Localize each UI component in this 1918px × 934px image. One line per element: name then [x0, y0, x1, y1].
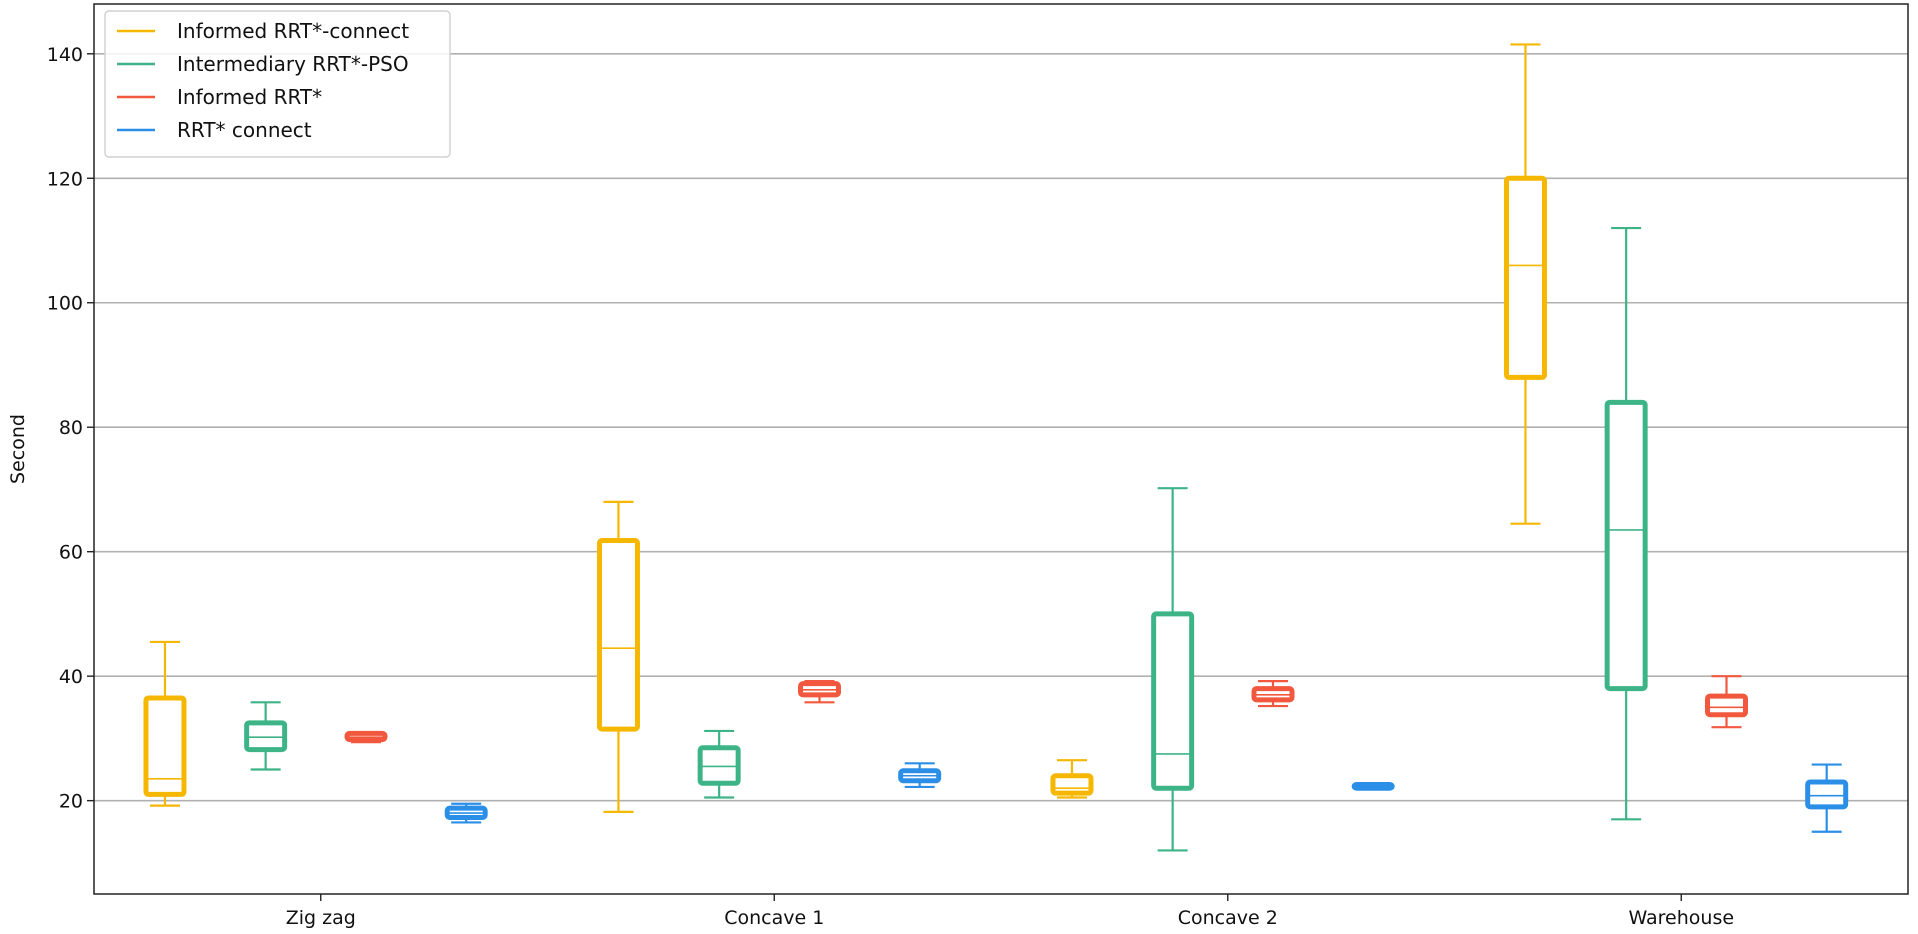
- x-tick-label: Warehouse: [1628, 907, 1734, 929]
- x-tick-label: Concave 1: [724, 907, 824, 929]
- box-group: [898, 762, 942, 789]
- box-iqr: [596, 537, 640, 732]
- legend-label: Informed RRT*-connect: [177, 19, 409, 43]
- box-iqr: [244, 720, 288, 753]
- legend-label: Informed RRT*: [177, 85, 322, 109]
- legend-box: [104, 10, 451, 158]
- box-group: [1503, 43, 1547, 525]
- box-group: [1351, 781, 1395, 791]
- y-tick-label: 140: [47, 44, 83, 66]
- box-group: [1604, 226, 1648, 821]
- y-tick-label: 80: [59, 417, 83, 439]
- x-tick-label: Zig zag: [286, 907, 356, 929]
- box-group: [143, 640, 187, 807]
- plot-area-frame: [93, 3, 1909, 895]
- box-group: [1705, 675, 1749, 729]
- box-group: [344, 730, 388, 744]
- box-group: [697, 729, 741, 799]
- y-tick-label: 60: [59, 542, 83, 564]
- y-tick-label: 100: [47, 293, 83, 315]
- box-iqr: [1805, 779, 1849, 810]
- box-group: [596, 500, 640, 813]
- box-iqr: [1503, 175, 1547, 380]
- box-group: [1151, 487, 1195, 852]
- axes: 20 40 60 80 100 120 140 Zig zag Concave 1 Concave…: [47, 44, 1734, 929]
- box-group: [798, 680, 842, 704]
- box-plot-boxes: [143, 43, 1849, 852]
- box-group: [244, 701, 288, 771]
- box-iqr: [1705, 693, 1749, 718]
- box-iqr: [1050, 773, 1094, 796]
- legend: Informed RRT*-connect Intermediary RRT*-P…: [104, 10, 451, 158]
- box-iqr: [1604, 399, 1648, 692]
- y-axis-title: Second: [7, 414, 29, 484]
- box-group: [444, 802, 488, 824]
- box-group: [1805, 763, 1849, 833]
- x-tick-label: Concave 2: [1178, 907, 1278, 929]
- y-tick-label: 120: [47, 168, 83, 190]
- box-iqr: [1151, 611, 1195, 791]
- box-group: [1050, 759, 1094, 799]
- box-group: [1251, 680, 1295, 708]
- box-iqr: [143, 695, 187, 797]
- y-tick-label: 20: [59, 791, 83, 813]
- y-tick-label: 40: [59, 666, 83, 688]
- legend-label: RRT* connect: [177, 118, 312, 142]
- box-iqr: [697, 745, 741, 786]
- legend-label: Intermediary RRT*-PSO: [177, 52, 409, 76]
